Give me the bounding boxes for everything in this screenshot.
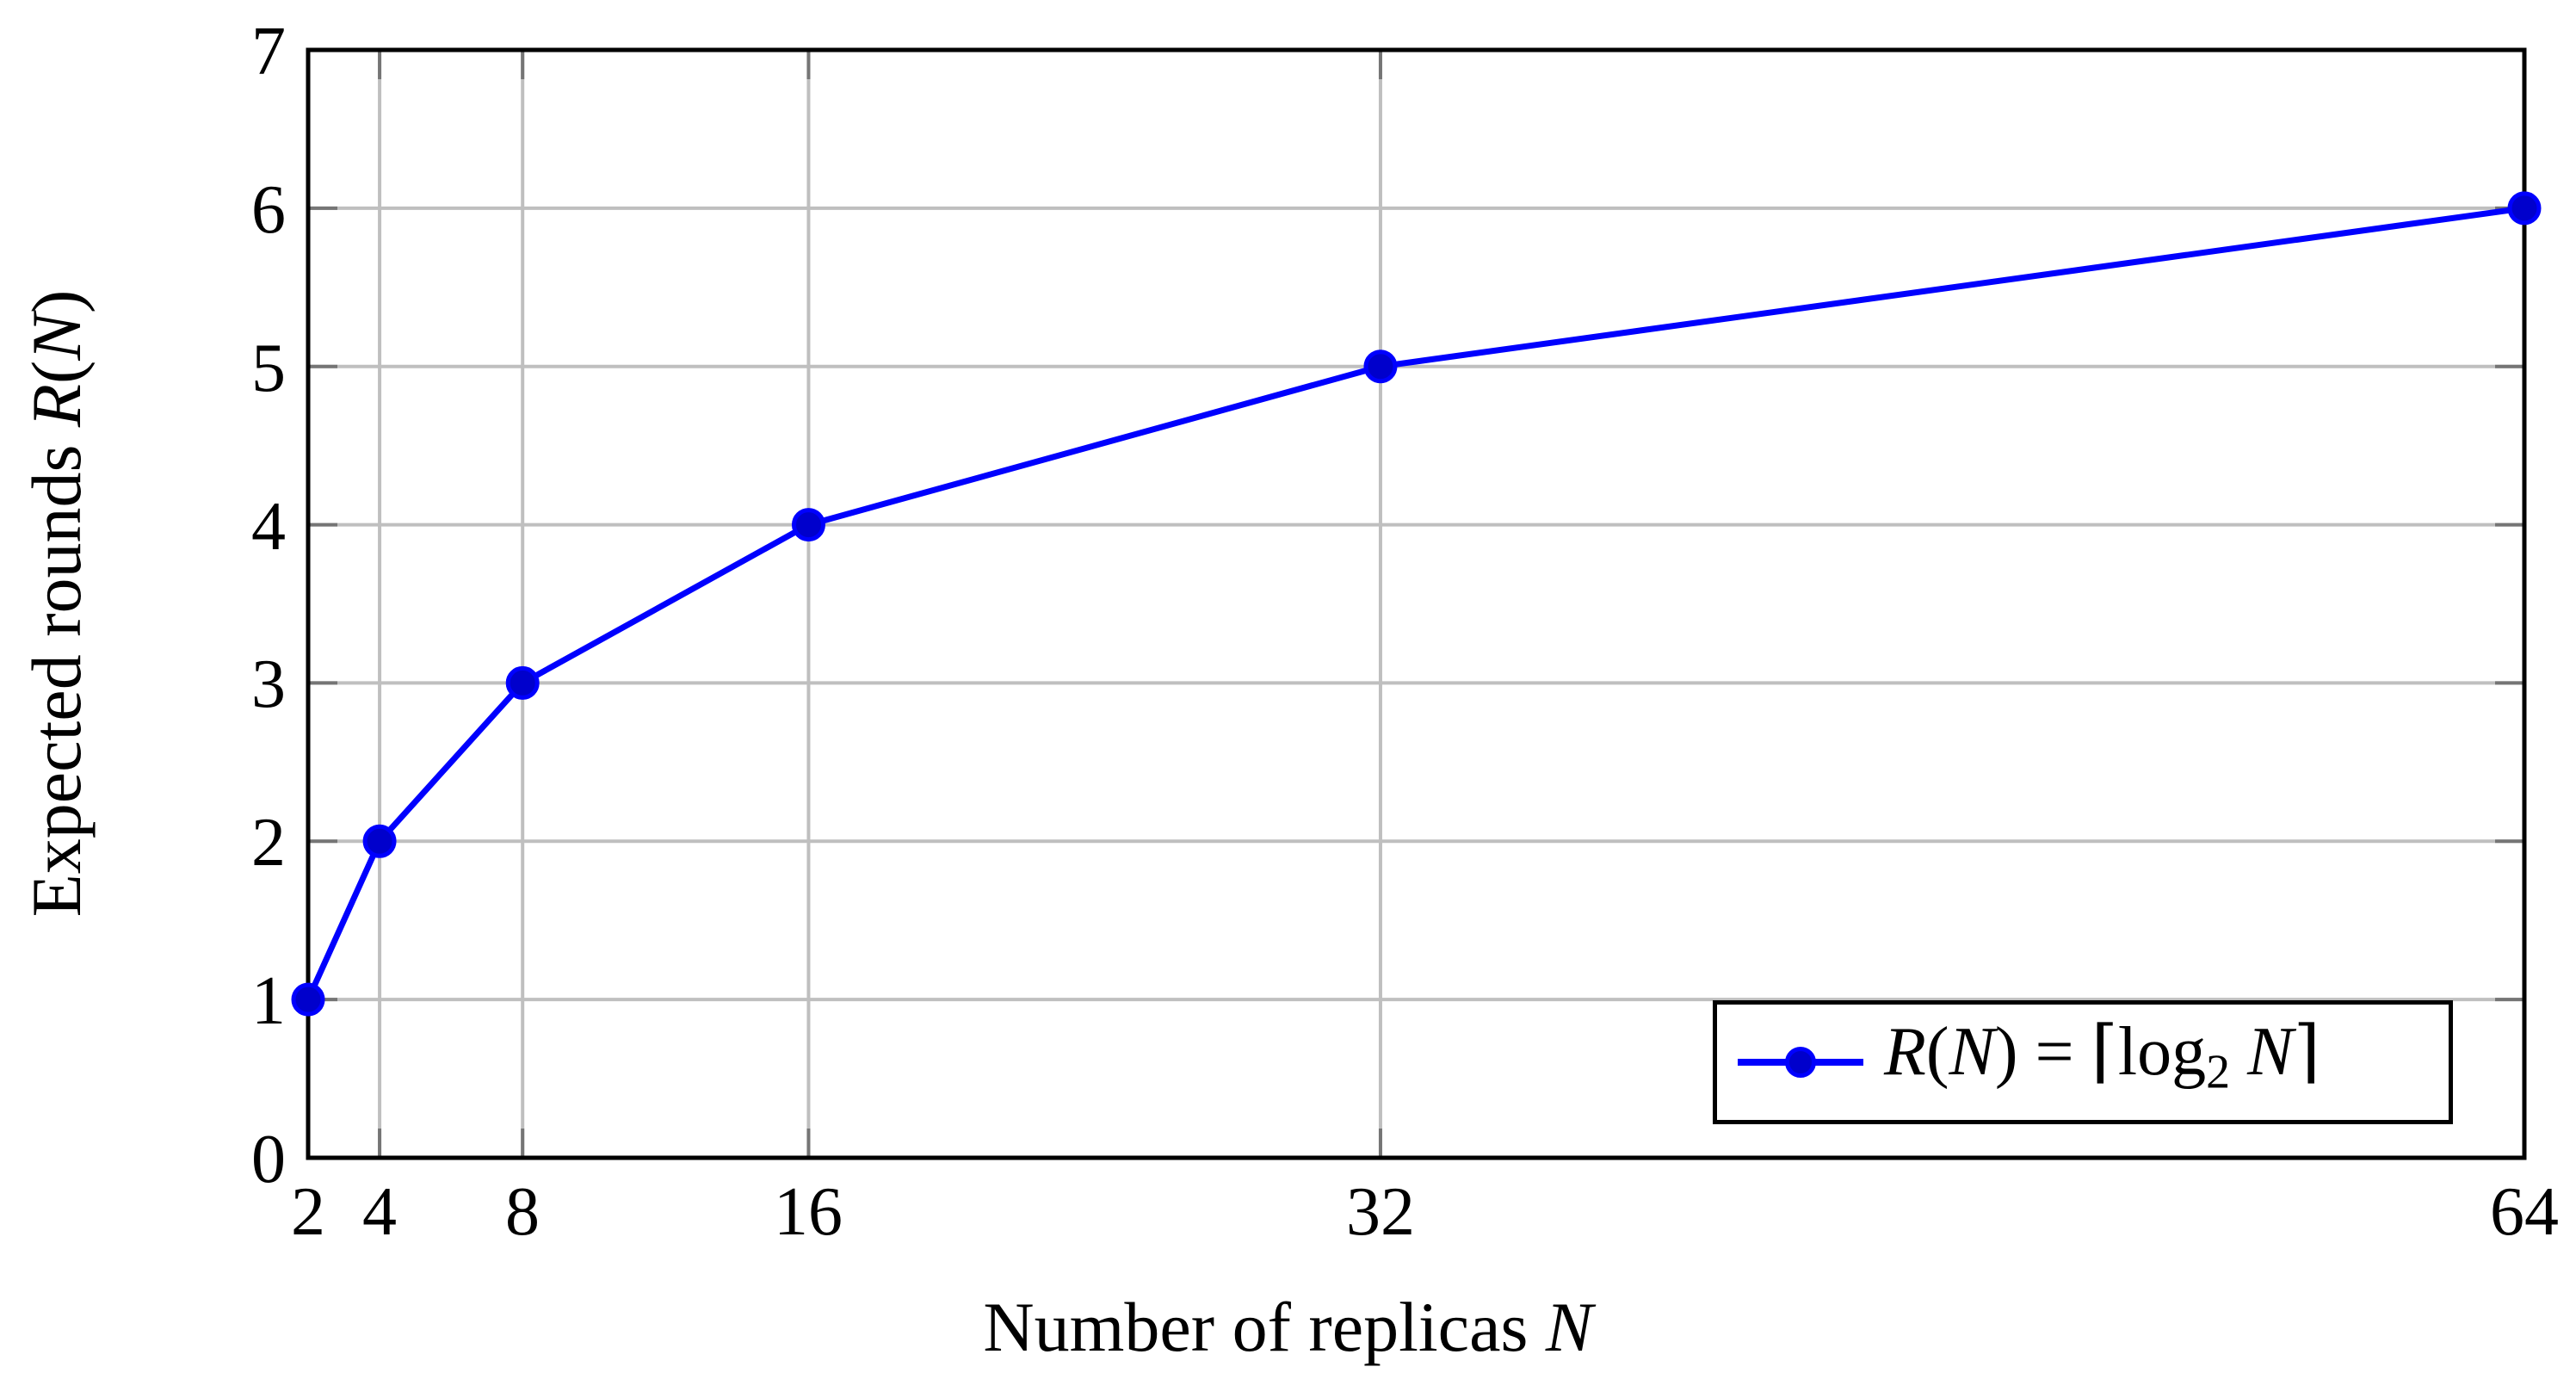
legend-entry-label: R(N) = ⌈log2 N⌉ [1884, 1014, 2320, 1110]
label-part: N [1949, 1014, 1995, 1091]
label-part: R [17, 383, 96, 428]
label-part: ) = [1994, 1014, 2091, 1091]
data-point-marker [291, 982, 325, 1017]
label-part: N [1545, 1288, 1593, 1366]
label-part: log [2117, 1014, 2207, 1091]
y-tick-label-0: 0 [251, 1122, 286, 1197]
data-line [305, 205, 2528, 1003]
label-part: Number of replicas [983, 1288, 1546, 1366]
legend-box: R(N) = ⌈log2 N⌉ [1713, 1000, 2453, 1124]
label-part: 2 [2206, 1045, 2231, 1099]
label-part: ( [17, 360, 96, 384]
x-axis-label: Number of replicas N [0, 1288, 2576, 1367]
y-tick-label-7: 7 [251, 14, 286, 90]
legend-marker-icon [1785, 1046, 1816, 1078]
y-tick-label-4: 4 [251, 489, 286, 565]
label-part: ) [17, 289, 96, 313]
x-tick-label-2: 2 [291, 1174, 325, 1250]
label-part: ( [1925, 1014, 1949, 1091]
label-part: N [17, 312, 96, 361]
x-tick-label-4: 4 [362, 1174, 397, 1250]
legend-line-sample [1738, 1043, 1863, 1081]
data-point-marker [505, 665, 540, 700]
y-axis-label: Expected rounds R(N) [17, 290, 96, 918]
x-tick-label-32: 32 [1346, 1174, 1415, 1250]
x-tick-label-64: 64 [2490, 1174, 2559, 1250]
y-tick-label-5: 5 [251, 331, 286, 406]
label-part [2230, 1014, 2247, 1090]
y-tick-label-3: 3 [251, 646, 286, 722]
label-part: ⌈ [2091, 1014, 2118, 1091]
label-part: N [2247, 1014, 2294, 1091]
label-part: R [1884, 1014, 1926, 1091]
x-tick-label-8: 8 [505, 1174, 540, 1250]
label-part: ⌉ [2293, 1014, 2320, 1091]
data-point-marker [2507, 191, 2542, 226]
x-tick-label-16: 16 [774, 1174, 843, 1250]
plot-border [306, 47, 2527, 1160]
label-part: Expected rounds [17, 427, 96, 918]
data-point-marker [1363, 349, 1398, 384]
data-point-marker [362, 824, 397, 858]
y-tick-label-6: 6 [251, 172, 286, 248]
legend-entry: R(N) = ⌈log2 N⌉ [1738, 1014, 2320, 1110]
data-point-marker [791, 508, 825, 542]
y-tick-label-2: 2 [251, 805, 286, 881]
y-tick-label-1: 1 [251, 963, 286, 1039]
